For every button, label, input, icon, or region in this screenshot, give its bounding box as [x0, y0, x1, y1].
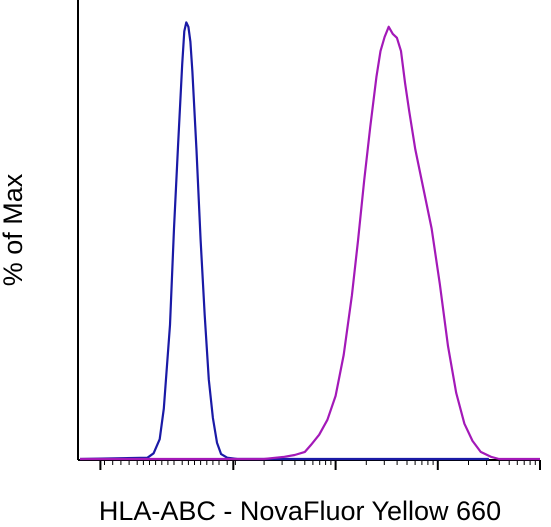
- series-line-2: [80, 25, 540, 461]
- plot-area: [77, 0, 541, 470]
- x-axis-ticks: [99, 460, 541, 470]
- x-axis-label: HLA-ABC - NovaFluor Yellow 660: [99, 496, 501, 526]
- series-line-1: [79, 21, 489, 461]
- y-axis-label: % of Max: [0, 173, 28, 286]
- series-layer: [79, 21, 540, 461]
